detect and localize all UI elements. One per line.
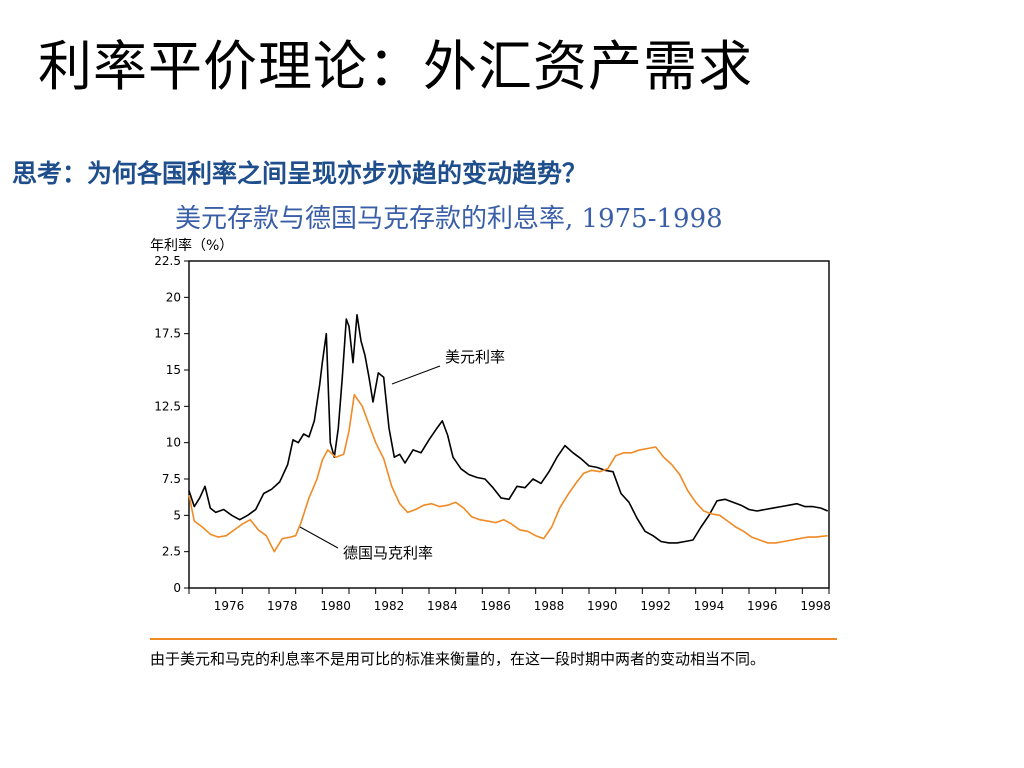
chart-series xyxy=(188,313,829,553)
dem-series-label: 德国马克利率 xyxy=(343,544,433,562)
chart-caption: 美元存款与德国马克存款的利息率, 1975-1998 xyxy=(175,204,723,234)
x-tick-label: 1976 xyxy=(214,599,245,613)
x-tick-label: 1982 xyxy=(374,599,405,613)
x-tick-label: 1996 xyxy=(747,599,778,613)
y-tick-label: 22.5 xyxy=(154,254,181,268)
x-tick-label: 1978 xyxy=(267,599,298,613)
y-tick-label: 10 xyxy=(166,436,181,450)
dem-rate-line xyxy=(188,393,828,553)
y-tick-label: 12.5 xyxy=(154,399,181,413)
usd-rate-line xyxy=(188,313,829,544)
y-axis-label: 年利率（%） xyxy=(150,237,233,254)
x-tick-label: 1984 xyxy=(427,599,458,613)
x-tick-label: 1986 xyxy=(480,599,511,613)
x-tick-label: 1988 xyxy=(534,599,565,613)
x-tick-label: 1990 xyxy=(587,599,618,613)
slide-title: 利率平价理论：外汇资产需求 xyxy=(38,35,753,98)
chart-note: 由于美元和马克的利息率不是用可比的标准来衡量的，在这一段时期中两者的变动相当不同… xyxy=(150,650,766,668)
y-tick-label: 17.5 xyxy=(154,327,181,341)
y-tick-label: 5 xyxy=(173,508,181,522)
usd-series-label: 美元利率 xyxy=(445,348,505,366)
dem-callout-line xyxy=(299,526,339,549)
x-tick-label: 1994 xyxy=(694,599,725,613)
plot-frame xyxy=(188,260,830,589)
y-tick-label: 2.5 xyxy=(162,545,181,559)
usd-callout-line xyxy=(391,365,441,385)
chart-axes: 年利率（%） xyxy=(150,237,830,589)
x-tick-label: 1980 xyxy=(320,599,351,613)
chart-ticks: 0 2.5 5 7.5 10 12.5 15 17.5 20 22.5 1976 1978 1980 19… xyxy=(154,254,831,613)
x-tick-label: 1992 xyxy=(640,599,671,613)
x-tick-label: 1998 xyxy=(800,599,831,613)
y-tick-label: 15 xyxy=(166,363,181,377)
note-divider xyxy=(150,638,837,640)
y-tick-label: 20 xyxy=(166,290,181,304)
y-tick-label: 7.5 xyxy=(162,472,181,486)
question-text: 思考：为何各国利率之间呈现亦步亦趋的变动趋势？ xyxy=(12,159,588,188)
y-tick-label: 0 xyxy=(173,581,181,595)
